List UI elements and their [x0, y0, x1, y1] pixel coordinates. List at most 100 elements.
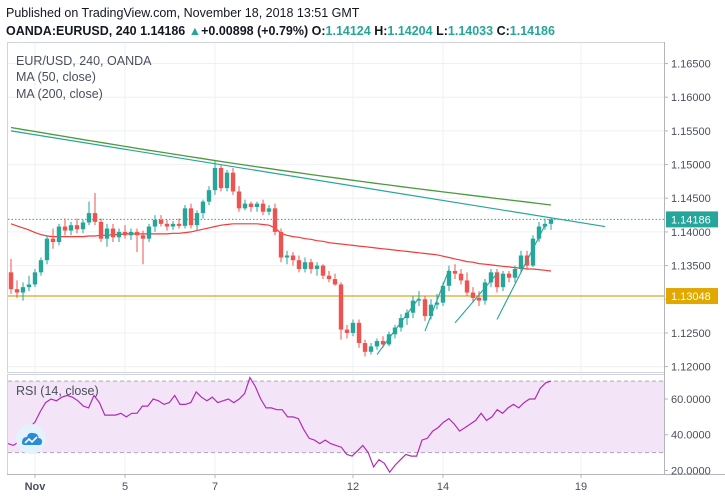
candle — [122, 225, 128, 239]
candle-body — [170, 223, 176, 227]
candle-body — [284, 255, 290, 258]
candle-body — [320, 265, 326, 276]
candle-body — [140, 235, 146, 239]
candle — [272, 203, 278, 236]
candle — [470, 287, 476, 303]
candle-body — [446, 270, 452, 286]
symbol-name[interactable]: OANDA:EURUSD, 240 — [6, 24, 137, 38]
candle-body — [56, 226, 62, 243]
candle — [500, 270, 506, 292]
candle — [404, 309, 410, 325]
candle-body — [332, 279, 338, 285]
candle-body — [326, 275, 332, 280]
candle — [536, 221, 542, 243]
candle-body — [380, 341, 386, 345]
candle — [242, 199, 248, 211]
candle — [458, 268, 464, 285]
candle-body — [464, 280, 470, 293]
candle — [494, 268, 500, 293]
candle — [80, 219, 86, 234]
candle — [296, 255, 302, 273]
candle-body — [80, 222, 86, 230]
candle — [152, 215, 158, 232]
open-value: 1.14124 — [325, 24, 371, 38]
price-pane-border — [7, 42, 665, 373]
candle — [32, 268, 38, 288]
high-label: H: — [374, 24, 388, 38]
candle-body — [260, 203, 266, 212]
price-change: +0.00898 (+0.79%) — [201, 24, 309, 38]
candle-body — [242, 203, 248, 209]
candle-body — [314, 265, 320, 269]
candle-body — [218, 167, 224, 189]
candle-body — [518, 255, 524, 269]
candle — [20, 282, 26, 301]
candle-body — [374, 341, 380, 347]
candle-body — [116, 231, 122, 238]
candle-body — [188, 208, 194, 226]
candle — [164, 219, 170, 231]
candle — [230, 167, 236, 195]
candle — [476, 291, 482, 306]
candle — [140, 230, 146, 265]
price-tick-label: 1.13500 — [671, 261, 711, 273]
candle — [74, 218, 80, 234]
candle-body — [92, 213, 98, 222]
candle — [206, 186, 212, 205]
candle-body — [62, 226, 68, 231]
candle — [194, 210, 200, 231]
candle — [182, 204, 188, 229]
candle — [254, 201, 260, 212]
time-tick-label: 19 — [575, 481, 587, 493]
candle — [8, 258, 14, 294]
candle-body — [248, 203, 254, 207]
candle-body — [8, 272, 14, 290]
candle-body — [416, 299, 422, 301]
candle — [320, 264, 326, 280]
candle-body — [20, 287, 26, 293]
candle — [452, 264, 458, 280]
candle-body — [224, 172, 230, 189]
candle-body — [308, 262, 314, 269]
candle-body — [158, 219, 164, 224]
candle — [290, 252, 296, 266]
high-value: 1.14204 — [387, 24, 433, 38]
candle-body — [266, 208, 272, 212]
candle-body — [122, 231, 128, 236]
candle-body — [38, 260, 44, 273]
candle-body — [386, 334, 392, 345]
price-tag-label: 1.13048 — [671, 291, 711, 303]
candle — [344, 324, 350, 339]
price-tick-label: 1.12000 — [671, 362, 711, 374]
candle-body — [440, 285, 446, 303]
candle — [224, 169, 230, 192]
candle — [530, 235, 536, 267]
rsi-tick-label: 40.0000 — [671, 430, 711, 442]
tradingview-cloud-icon[interactable] — [16, 424, 46, 454]
candle — [302, 257, 308, 273]
candle-body — [152, 219, 158, 227]
candle-body — [278, 231, 284, 258]
candle — [92, 192, 98, 226]
candle-body — [182, 208, 188, 226]
candle — [116, 228, 122, 243]
price-tick-label: 1.15500 — [671, 126, 711, 138]
candle — [86, 201, 92, 226]
candle — [350, 319, 356, 337]
candle-body — [350, 322, 356, 333]
price-tag-box — [666, 211, 718, 228]
candle-body — [338, 284, 344, 330]
candle-body — [356, 322, 362, 344]
candle — [170, 221, 176, 230]
candle-body — [236, 191, 242, 209]
candle-body — [146, 226, 152, 239]
channel-line — [496, 224, 546, 320]
candle-body — [14, 289, 20, 293]
open-label: O: — [311, 24, 326, 38]
candle — [266, 204, 272, 216]
candle — [488, 268, 494, 288]
time-tick-label: 5 — [122, 481, 128, 493]
low-value: 1.14033 — [447, 24, 494, 38]
candle — [104, 223, 110, 247]
